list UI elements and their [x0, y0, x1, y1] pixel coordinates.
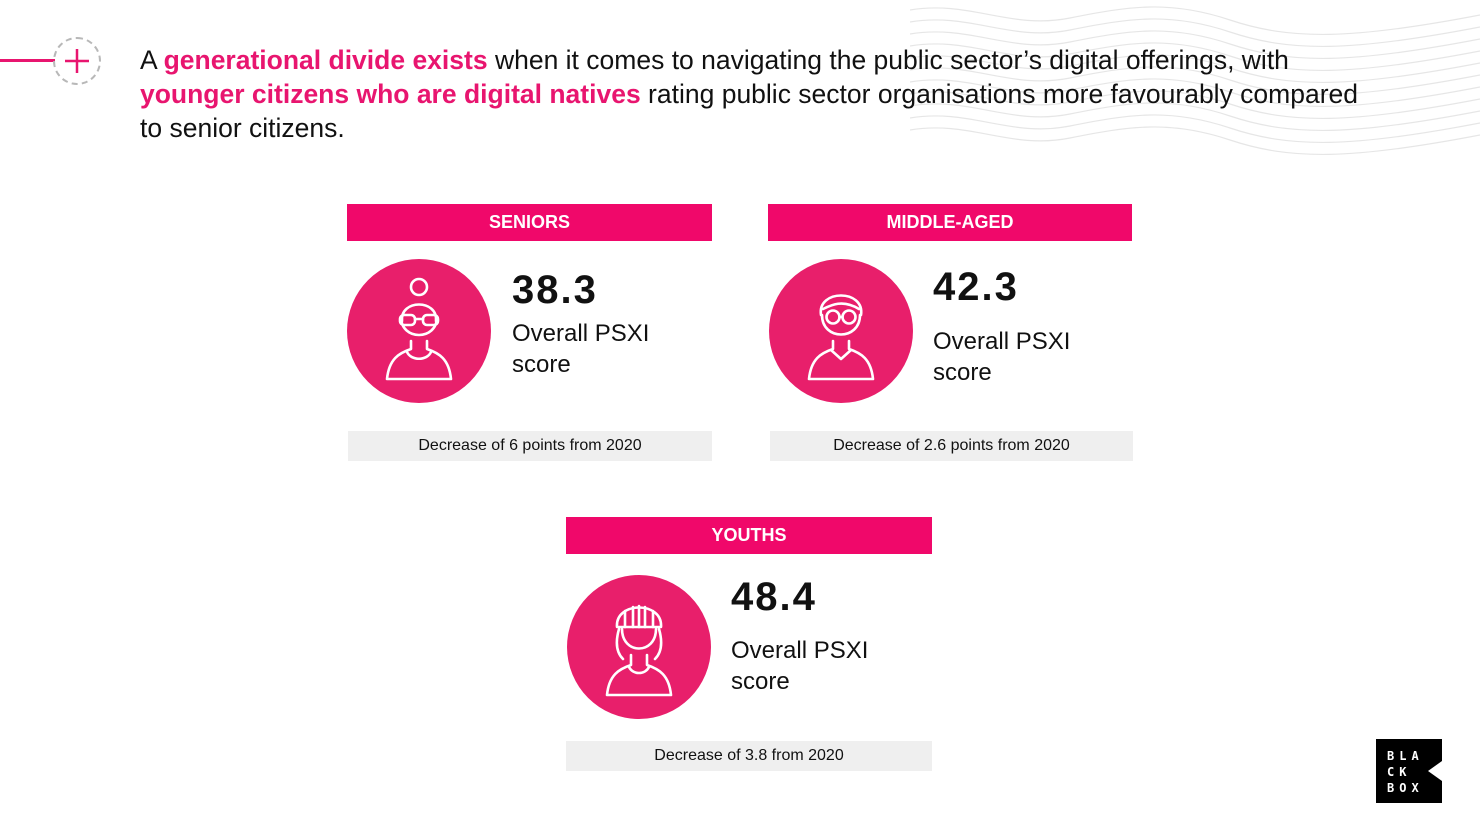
plus-circle — [53, 37, 101, 85]
youths-score: 48.4 — [731, 575, 817, 619]
seniors-header: SENIORS — [347, 204, 712, 241]
headline-highlight-1: generational divide exists — [163, 45, 488, 75]
seniors-change: Decrease of 6 points from 2020 — [348, 431, 712, 461]
seniors-score-label: Overall PSXI score — [512, 320, 650, 378]
wave-pattern — [910, 6, 1480, 155]
logo-line-1: BLA — [1387, 749, 1424, 763]
youth-beanie-icon — [567, 575, 711, 719]
youths-change: Decrease of 3.8 from 2020 — [566, 741, 932, 771]
plus-icon — [65, 49, 89, 73]
senior-woman-icon — [347, 259, 491, 403]
logo-notch — [1428, 761, 1442, 781]
middle-aged-score: 42.3 — [933, 265, 1019, 309]
headline-highlight-2: younger citizens who are digital natives — [140, 79, 641, 109]
middle-aged-header: MIDDLE-AGED — [768, 204, 1132, 241]
accent-line — [0, 59, 55, 62]
youths-header: YOUTHS — [566, 517, 932, 554]
middle-aged-score-label: Overall PSXI score — [933, 328, 1071, 386]
middle-aged-change: Decrease of 2.6 points from 2020 — [770, 431, 1133, 461]
logo-line-2: CK — [1387, 765, 1412, 779]
headline: A generational divide exists when it com… — [140, 45, 1359, 143]
blackbox-logo: BLA CK BOX — [1376, 739, 1442, 803]
youths-score-label: Overall PSXI score — [731, 637, 869, 695]
middle-aged-man-icon — [769, 259, 913, 403]
seniors-score: 38.3 — [512, 268, 598, 312]
logo-line-3: BOX — [1387, 781, 1424, 795]
